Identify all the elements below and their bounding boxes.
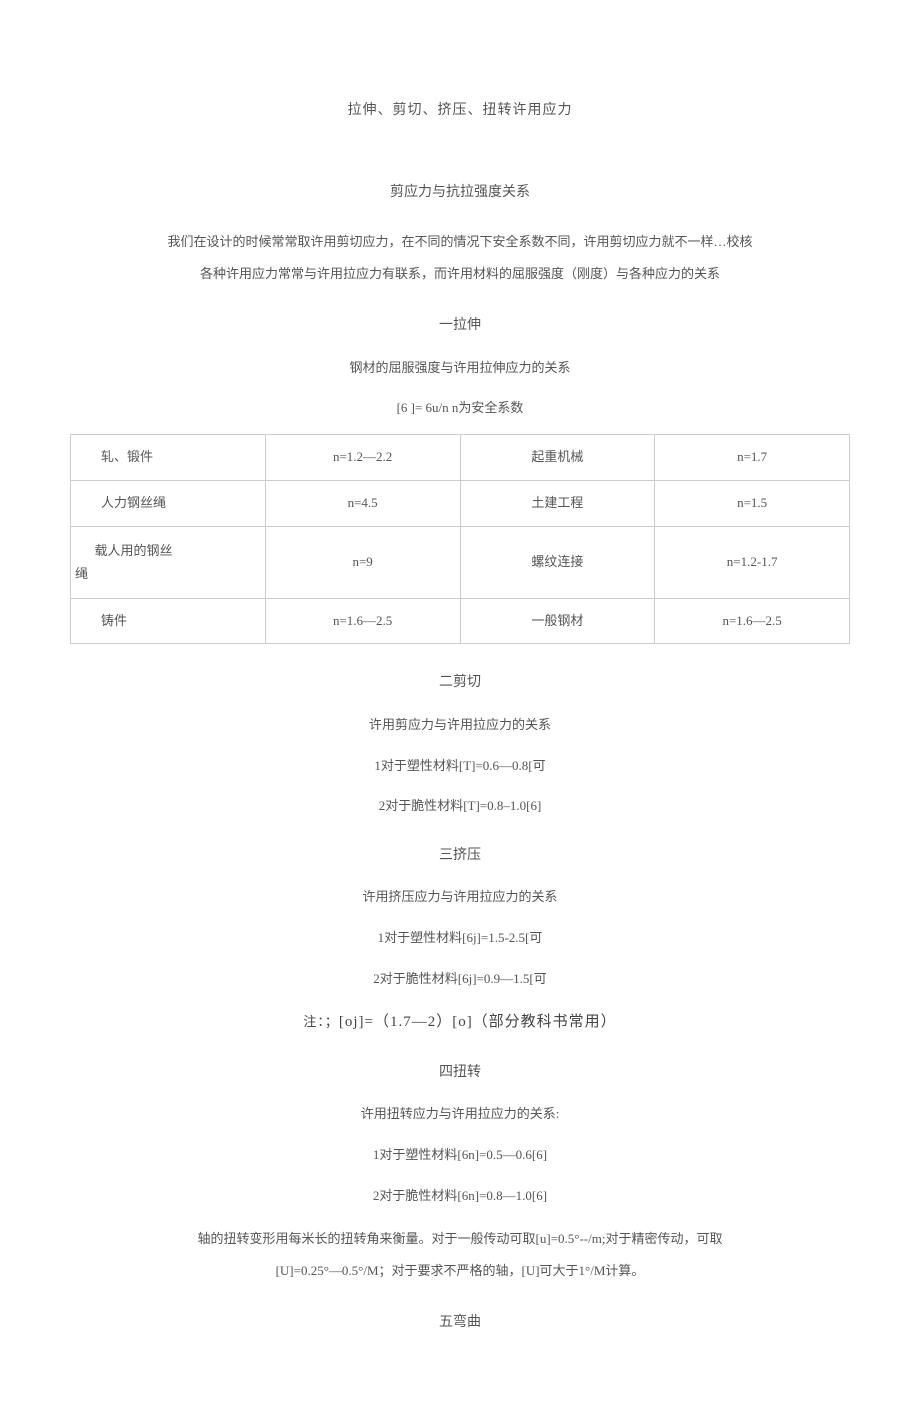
- section-4-line-2: 2对于脆性材料[6n]=0.8—1.0[6]: [70, 1186, 850, 1207]
- safety-factor-table: 轧、锻件 n=1.2—2.2 起重机械 n=1.7 人力钢丝绳 n=4.5 土建…: [70, 434, 850, 644]
- table-row: 铸件 n=1.6—2.5 一般钢材 n=1.6—2.5: [71, 598, 850, 644]
- table-cell: 轧、锻件: [71, 435, 266, 481]
- table-cell: n=1.2—2.2: [265, 435, 460, 481]
- intro-line-1: 我们在设计的时候常常取许用剪切应力，在不同的情况下安全系数不同，许用剪切应力就不…: [70, 230, 850, 255]
- section-5-title: 五弯曲: [70, 1312, 850, 1334]
- table-cell: n=4.5: [265, 480, 460, 526]
- table-row: 轧、锻件 n=1.2—2.2 起重机械 n=1.7: [71, 435, 850, 481]
- table-row: 载人用的钢丝绳 n=9 螺纹连接 n=1.2-1.7: [71, 526, 850, 598]
- section-3-line-2: 2对于脆性材料[6j]=0.9—1.5[可: [70, 969, 850, 990]
- section-1-relation: 钢材的屈服强度与许用拉伸应力的关系: [70, 358, 850, 379]
- note-prefix: 注：；: [303, 1014, 339, 1029]
- table-cell: 铸件: [71, 598, 266, 644]
- section-3-line-1: 1对于塑性材料[6j]=1.5-2.5[可: [70, 928, 850, 949]
- section-2-line-2: 2对于脆性材料[T]=0.8–1.0[6]: [70, 796, 850, 817]
- section-2-line-1: 1对于塑性材料[T]=0.6—0.8[可: [70, 756, 850, 777]
- table-cell: n=1.5: [655, 480, 850, 526]
- table-cell: 螺纹连接: [460, 526, 655, 598]
- table-cell: n=1.2-1.7: [655, 526, 850, 598]
- section-4-relation: 许用扭转应力与许用拉应力的关系:: [70, 1104, 850, 1125]
- table-row: 人力钢丝绳 n=4.5 土建工程 n=1.5: [71, 480, 850, 526]
- section-4-line-1: 1对于塑性材料[6n]=0.5—0.6[6]: [70, 1145, 850, 1166]
- table-cell: 一般钢材: [460, 598, 655, 644]
- section-3-title: 三挤压: [70, 845, 850, 867]
- document-sub-title: 剪应力与抗拉强度关系: [70, 182, 850, 204]
- section-1-formula: [6 ]= 6u/n n为安全系数: [70, 398, 850, 419]
- section-1-title: 一拉伸: [70, 315, 850, 337]
- section-3-relation: 许用挤压应力与许用拉应力的关系: [70, 887, 850, 908]
- section-4-para-1: 轴的扭转变形用每米长的扭转角来衡量。对于一般传动可取[u]=0.5°--/m;对…: [70, 1227, 850, 1252]
- table-cell: n=1.7: [655, 435, 850, 481]
- note-main: [oj]=（1.7—2）[o]（部分教科书常用）: [339, 1014, 617, 1030]
- section-4-title: 四扭转: [70, 1062, 850, 1084]
- section-2-title: 二剪切: [70, 672, 850, 694]
- section-3-note: 注：；[oj]=（1.7—2）[o]（部分教科书常用）: [70, 1010, 850, 1034]
- intro-line-2: 各种许用应力常常与许用拉应力有联系，而许用材料的屈服强度（刚度）与各种应力的关系: [70, 262, 850, 287]
- table-cell: n=1.6—2.5: [655, 598, 850, 644]
- document-main-title: 拉伸、剪切、挤压、扭转许用应力: [70, 100, 850, 122]
- table-cell: 起重机械: [460, 435, 655, 481]
- section-4-para-2: [U]=0.25°—0.5°/M；对于要求不严格的轴，[U]可大于1°/M计算。: [70, 1259, 850, 1284]
- table-cell: n=1.6—2.5: [265, 598, 460, 644]
- section-2-relation: 许用剪应力与许用拉应力的关系: [70, 715, 850, 736]
- table-cell: 人力钢丝绳: [71, 480, 266, 526]
- table-cell: 载人用的钢丝绳: [71, 526, 266, 598]
- table-cell: 土建工程: [460, 480, 655, 526]
- table-cell: n=9: [265, 526, 460, 598]
